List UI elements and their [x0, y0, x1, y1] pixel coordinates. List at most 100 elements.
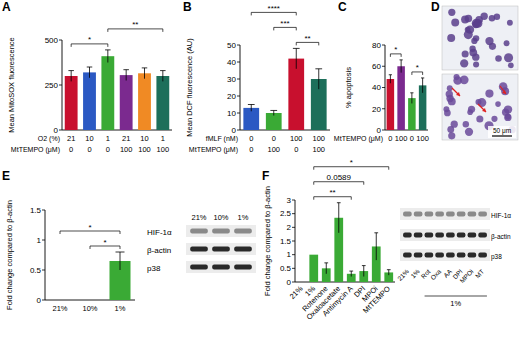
- error-cap: [87, 67, 93, 68]
- cell: [508, 62, 514, 68]
- y-label: % apoptosis: [344, 67, 353, 108]
- y-label: Fold change compared to β-actin: [263, 186, 272, 296]
- error-stem: [338, 203, 339, 233]
- category-label: 100: [312, 134, 325, 143]
- bar: [101, 56, 114, 130]
- x-row-value: 0: [106, 145, 110, 154]
- panel-2: C020406080% apoptosis01000100MtTEMPO (μM…: [334, 0, 429, 143]
- cell: [460, 59, 468, 67]
- cell: [495, 101, 501, 107]
- y-label: Mean MitoSOX fluorescence: [7, 37, 16, 132]
- cell: [469, 46, 475, 52]
- error-cap: [248, 104, 255, 105]
- category-label: 10: [140, 134, 148, 143]
- error-cap: [362, 265, 366, 266]
- category-label: 21: [67, 134, 75, 143]
- error-cap: [270, 110, 277, 111]
- x-row-value: 0: [294, 145, 298, 154]
- blot-band: [190, 247, 208, 252]
- blot-band: [425, 253, 434, 258]
- blot-strip: [186, 261, 256, 273]
- cell: [444, 110, 451, 117]
- error-cap: [387, 269, 391, 270]
- bars: [65, 50, 170, 130]
- category-label: 0: [410, 134, 414, 143]
- cell: [447, 126, 454, 133]
- category-label: 10: [85, 134, 93, 143]
- error-cap: [324, 262, 328, 263]
- sig-label: **: [304, 34, 310, 43]
- error-bar: [389, 75, 392, 84]
- panel-title: E: [2, 169, 10, 183]
- blot-band: [478, 212, 487, 217]
- category-label: 100: [290, 134, 303, 143]
- panel-1: B01020304050Mean DCF fluorescence (AU)00…: [183, 0, 330, 154]
- cell: [451, 19, 459, 27]
- cell: [465, 27, 471, 33]
- error-stem: [411, 93, 412, 104]
- panel-title: D: [431, 0, 440, 14]
- blot-strip: [186, 243, 256, 255]
- blot-E: HIF-1αβ-actinp3821%10%1%: [147, 213, 256, 273]
- bar: [50, 300, 71, 301]
- error-stem: [422, 78, 423, 93]
- error-stem: [401, 60, 402, 73]
- error-cap: [315, 68, 322, 69]
- bar: [288, 59, 304, 130]
- y-axis: [295, 200, 296, 282]
- tick-label: 0: [37, 296, 42, 305]
- tick-label: 2.5: [280, 209, 292, 218]
- y-label: Fold change compared to β-actin: [5, 200, 14, 310]
- error-bar: [400, 60, 403, 73]
- cell: [504, 105, 512, 113]
- blot-band: [403, 233, 412, 238]
- x-row-value: 0: [249, 145, 253, 154]
- blot-lane-label: MT: [474, 268, 486, 280]
- tick-label: 50: [227, 41, 236, 50]
- blot-band: [414, 233, 423, 238]
- bar: [156, 76, 169, 130]
- error-bar: [248, 105, 255, 112]
- blot-band: [468, 253, 477, 258]
- blot-band: [478, 253, 487, 258]
- x-row-label: fMLF (nM): [206, 135, 238, 143]
- error-cap: [374, 232, 378, 233]
- blot-band: [425, 212, 434, 217]
- bar: [138, 73, 151, 130]
- blot-strip: [400, 249, 490, 261]
- error-stem: [144, 68, 145, 79]
- blot-strip: [400, 229, 490, 241]
- error-stem: [363, 266, 364, 277]
- cell: [472, 53, 479, 60]
- error-cap: [160, 70, 166, 71]
- error-cap: [337, 202, 341, 203]
- y-axis: [62, 40, 63, 130]
- tick-label: 0: [232, 126, 237, 135]
- error-cap: [400, 59, 403, 60]
- tick-label: 500: [45, 36, 59, 45]
- error-cap: [293, 48, 300, 49]
- category-label: 100: [395, 134, 408, 143]
- blot-lane-label: 21%: [191, 213, 206, 222]
- blot-band: [403, 212, 412, 217]
- blot-F: HIF-1αβ-actinp3821%1%RotOxaAADPIMPOiMT1%: [396, 208, 511, 308]
- sig-label: *: [88, 35, 91, 44]
- category-label: 10%: [82, 304, 97, 313]
- blot-row-label: HIF-1α: [147, 228, 172, 237]
- error-stem: [296, 48, 297, 68]
- sig-label: *: [88, 223, 91, 232]
- blot-band: [212, 229, 230, 234]
- blot-band: [234, 247, 252, 252]
- scale-label: 50 μm: [493, 127, 511, 135]
- micrograph-image: [442, 74, 518, 140]
- error-stem: [162, 71, 163, 82]
- sig-label: ***: [280, 19, 289, 28]
- bars: [243, 48, 326, 130]
- tick-label: 80: [372, 41, 381, 50]
- y-axis: [240, 45, 241, 130]
- blot-lane-label: Oxa: [429, 267, 443, 281]
- sig-label: *: [350, 158, 353, 167]
- cell: [504, 53, 513, 62]
- micrograph: D 50 μm: [431, 0, 518, 140]
- tick-label: 2: [287, 223, 292, 232]
